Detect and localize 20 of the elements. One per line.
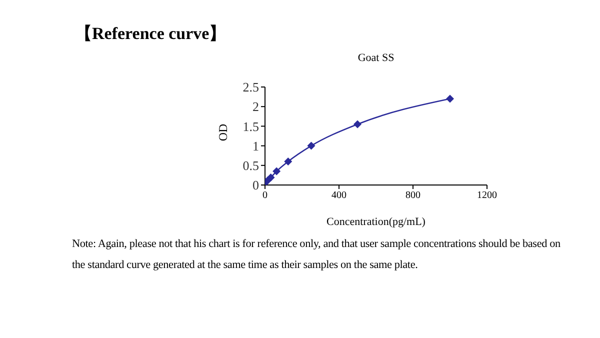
x-tick-label: 1200 bbox=[477, 190, 497, 202]
chart-subtitle: 【Reference curve】 bbox=[75, 23, 226, 45]
y-tick-label: 2 bbox=[252, 99, 259, 114]
x-tick-label: 400 bbox=[332, 190, 346, 202]
y-axis-title: OD bbox=[216, 124, 232, 142]
point bbox=[272, 167, 281, 176]
point bbox=[284, 157, 292, 166]
point bbox=[354, 120, 362, 128]
x-tick-label: 800 bbox=[406, 190, 420, 202]
y-tick-label: 1.5 bbox=[242, 118, 259, 134]
point bbox=[266, 174, 275, 182]
x-axis-title: Concentration(pg/mL) bbox=[326, 216, 426, 228]
text: Note: Again, please not that his chart is for reference only, and that user sample concentrations should be based on the standard curve generated at the same time as their samples on the same plate. bbox=[72, 237, 562, 273]
y-tick-label: 0.5 bbox=[242, 158, 259, 174]
chart-title: Goat SS bbox=[356, 52, 396, 64]
y-tick-label: 2.5 bbox=[242, 80, 259, 95]
x-tick-label: 0 bbox=[262, 190, 268, 202]
point bbox=[446, 94, 454, 103]
point bbox=[307, 142, 316, 150]
y-tick-label: 1 bbox=[252, 138, 259, 154]
